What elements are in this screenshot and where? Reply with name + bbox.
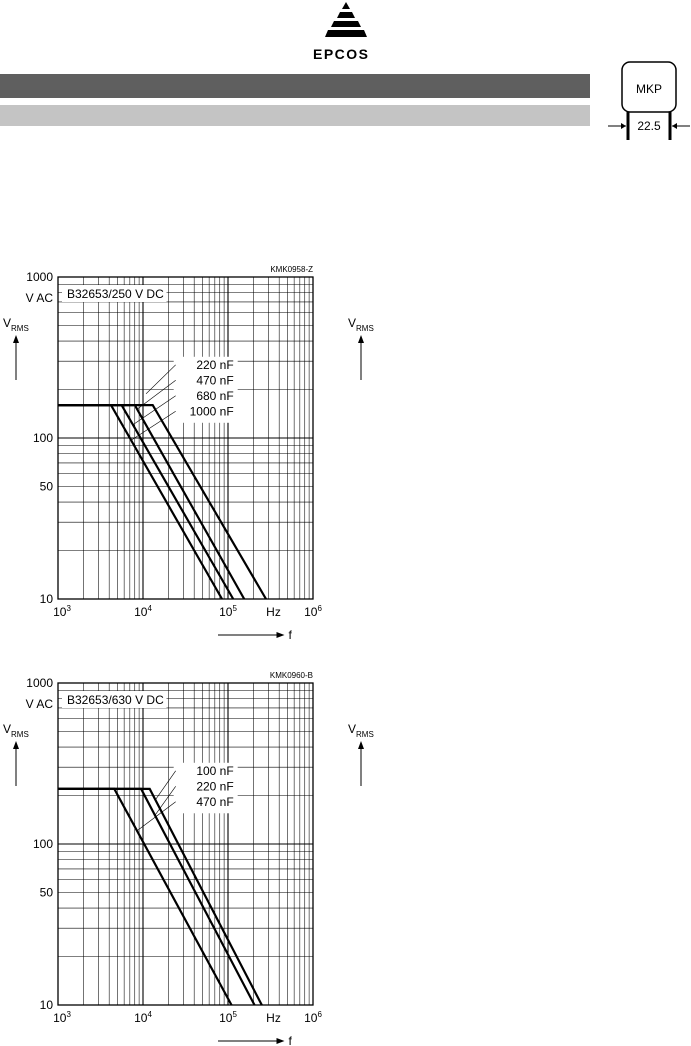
y-axis-arrowhead — [13, 741, 19, 749]
label-leader-line — [132, 395, 176, 426]
label-leader-line — [155, 770, 176, 800]
y-axis-arrowhead — [13, 335, 19, 343]
label-leader-line — [130, 411, 176, 441]
plot-frame — [57, 682, 314, 1006]
pitch-label: 22.5 — [637, 119, 661, 133]
chart-title: B32653/250 V DC — [67, 287, 164, 301]
y-tick-label: 100 — [33, 837, 53, 851]
chart-title-box — [62, 691, 167, 708]
x-unit-label: Hz — [266, 605, 281, 619]
y-axis-label: V — [348, 316, 356, 330]
chart-title-box — [62, 285, 167, 302]
y-axis-label: V — [348, 722, 356, 736]
y-axis-label-sub: RMS — [11, 324, 29, 333]
series-line — [58, 787, 256, 1006]
y-tick-label: 1000 — [26, 270, 53, 284]
badge-label: MKP — [636, 82, 662, 96]
chart-code: KMK0958-Z — [270, 265, 313, 274]
y-axis-label-sub: RMS — [356, 730, 374, 739]
series-line — [58, 404, 223, 600]
chart-title: B32653/630 V DC — [67, 693, 164, 707]
plot-frame — [57, 276, 314, 600]
y-tick-label: 10 — [40, 592, 54, 606]
y-axis-arrowhead — [358, 335, 364, 343]
chart-code: KMK0960-B — [270, 671, 313, 680]
label-leader-line — [145, 364, 176, 395]
series-label: 100 nF — [196, 764, 233, 778]
series-label: 680 nF — [196, 389, 233, 403]
x-unit-label: Hz — [266, 1011, 281, 1025]
brand-name: EPCOS — [313, 46, 370, 62]
y-unit-label: V AC — [26, 291, 54, 305]
chart-kmk0958: KMK0958-Z B32653/250 V DC 10 50 100 1000 V AC V… — [3, 265, 322, 642]
y-axis-label-sub: RMS — [356, 324, 374, 333]
y-tick-label: 50 — [40, 479, 54, 493]
x-tick-label: 105 — [219, 1010, 237, 1025]
label-leader-line — [136, 801, 176, 832]
y-axis-arrowhead — [358, 741, 364, 749]
x-axis-label: f — [289, 1034, 293, 1046]
y-tick-label: 100 — [33, 431, 53, 445]
y-axis-label: V — [3, 316, 11, 330]
package-badge: MKP 22.5 — [608, 61, 690, 140]
series-line — [58, 787, 233, 1006]
x-tick-label: 103 — [53, 1010, 71, 1025]
y-tick-label: 10 — [40, 998, 54, 1012]
x-tick-label: 106 — [304, 1010, 322, 1025]
y-axis-label: V — [3, 722, 11, 736]
x-tick-label: 104 — [134, 604, 152, 619]
x-tick-label: 103 — [53, 604, 71, 619]
x-tick-label: 105 — [219, 604, 237, 619]
label-leader-line — [136, 380, 176, 410]
label-leader-line — [154, 786, 176, 816]
series-label: 220 nF — [196, 779, 233, 793]
label-box — [173, 356, 238, 423]
y-tick-label: 50 — [40, 885, 54, 899]
label-box — [173, 762, 238, 814]
series-label: 470 nF — [196, 795, 233, 809]
y-unit-label: V AC — [26, 697, 54, 711]
y-tick-label: 1000 — [26, 676, 53, 690]
series-line — [58, 787, 263, 1006]
y-axis-label-sub: RMS — [11, 730, 29, 739]
epcos-logo-icon — [325, 2, 367, 37]
x-axis-arrowhead — [276, 1038, 285, 1044]
header-bar-dark — [0, 74, 590, 98]
x-tick-label: 106 — [304, 604, 322, 619]
series-label: 220 nF — [196, 358, 233, 372]
x-axis-arrowhead — [276, 632, 285, 638]
series-label: 470 nF — [196, 373, 233, 387]
series-label: 1000 nF — [190, 404, 234, 418]
x-axis-label: f — [289, 628, 293, 642]
header-bar-light — [0, 105, 590, 126]
x-tick-label: 104 — [134, 1010, 152, 1025]
chart-kmk0960: KMK0960-B B32653/630 V DC 10 50 100 1000 V AC V… — [3, 671, 322, 1046]
